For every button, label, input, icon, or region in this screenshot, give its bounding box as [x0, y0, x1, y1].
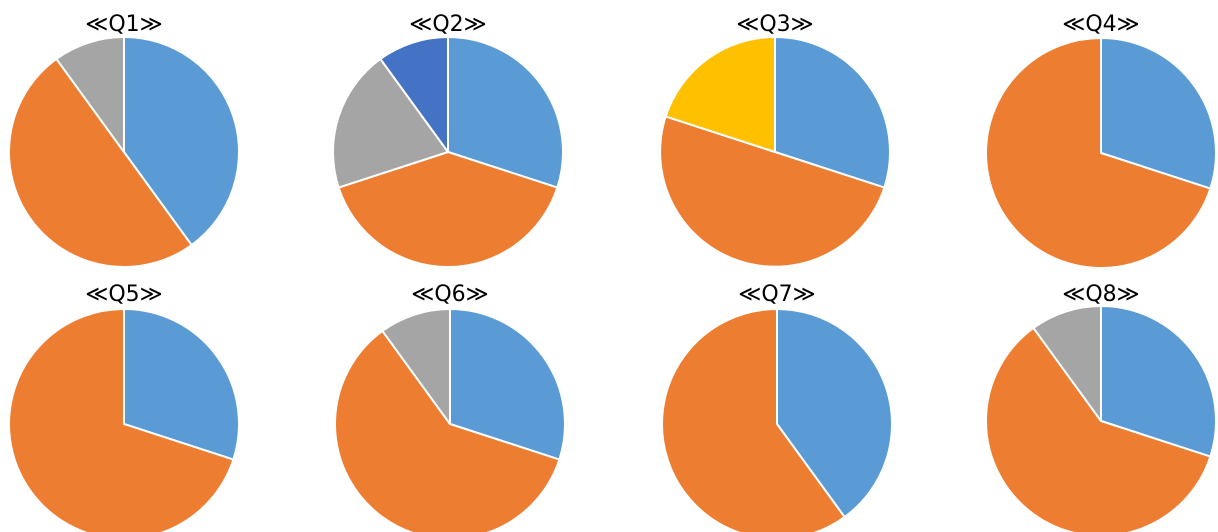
pie-q5-slices: [8, 308, 240, 532]
pie-q6-slice-3: [381, 308, 451, 425]
pie-q4-slice-1: [1100, 37, 1217, 190]
pie-q4-slices: [985, 37, 1217, 269]
pie-q3-slice-1: [774, 36, 891, 189]
pie-title-q2: ≪Q2≫: [409, 12, 486, 37]
pie-title-q5: ≪Q5≫: [85, 282, 162, 307]
pie-chart-q3: ≪Q3≫: [659, 12, 891, 268]
pie-q6-slice-2: [334, 329, 561, 532]
pie-q5-slice-2: [8, 308, 235, 532]
pie-q2-slice-1: [447, 36, 564, 189]
pie-chart-q8: ≪Q8≫: [985, 282, 1217, 532]
pie-q3-slice-2: [659, 115, 886, 268]
pie-q7-slices: [661, 308, 893, 532]
pie-q7-slice-2: [661, 308, 846, 532]
pie-q7-slice-1: [776, 308, 893, 519]
pie-q5-slice-1: [123, 308, 240, 461]
pie-q4-slice-2: [985, 37, 1212, 269]
pie-title-q1: ≪Q1≫: [85, 12, 162, 37]
pie-q2-slices: [332, 36, 564, 268]
pie-q1-slice-1: [123, 36, 240, 247]
pie-title-q6: ≪Q6≫: [411, 282, 488, 307]
pie-q2-slice-2: [337, 151, 559, 268]
pie-chart-q6: ≪Q6≫: [334, 282, 566, 532]
pie-title-q3: ≪Q3≫: [736, 12, 813, 37]
pie-q8-slice-3: [1032, 305, 1102, 422]
pie-q8-slice-2: [985, 326, 1212, 532]
pie-q3-slice-3: [664, 36, 776, 153]
pie-q1-slice-2: [8, 57, 193, 268]
pie-title-q7: ≪Q7≫: [738, 282, 815, 307]
pie-q1-slices: [8, 36, 240, 268]
pie-chart-q7: ≪Q7≫: [661, 282, 893, 532]
pie-chart-q4: ≪Q4≫: [985, 12, 1217, 269]
pie-q8-slices: [985, 305, 1217, 532]
pie-chart-q5: ≪Q5≫: [8, 282, 240, 532]
pie-title-q4: ≪Q4≫: [1062, 12, 1139, 37]
pie-q6-slice-1: [449, 308, 566, 461]
pie-chart-q1: ≪Q1≫: [8, 12, 240, 268]
pie-q3-slices: [659, 36, 891, 268]
pie-q1-slice-3: [55, 36, 125, 153]
pie-q8-slice-1: [1100, 305, 1217, 458]
pie-q2-slice-3: [332, 57, 449, 189]
pie-q6-slices: [334, 308, 566, 532]
pie-chart-q2: ≪Q2≫: [332, 12, 564, 268]
pie-q2-slice-4: [379, 36, 449, 153]
pie-title-q8: ≪Q8≫: [1062, 282, 1139, 307]
